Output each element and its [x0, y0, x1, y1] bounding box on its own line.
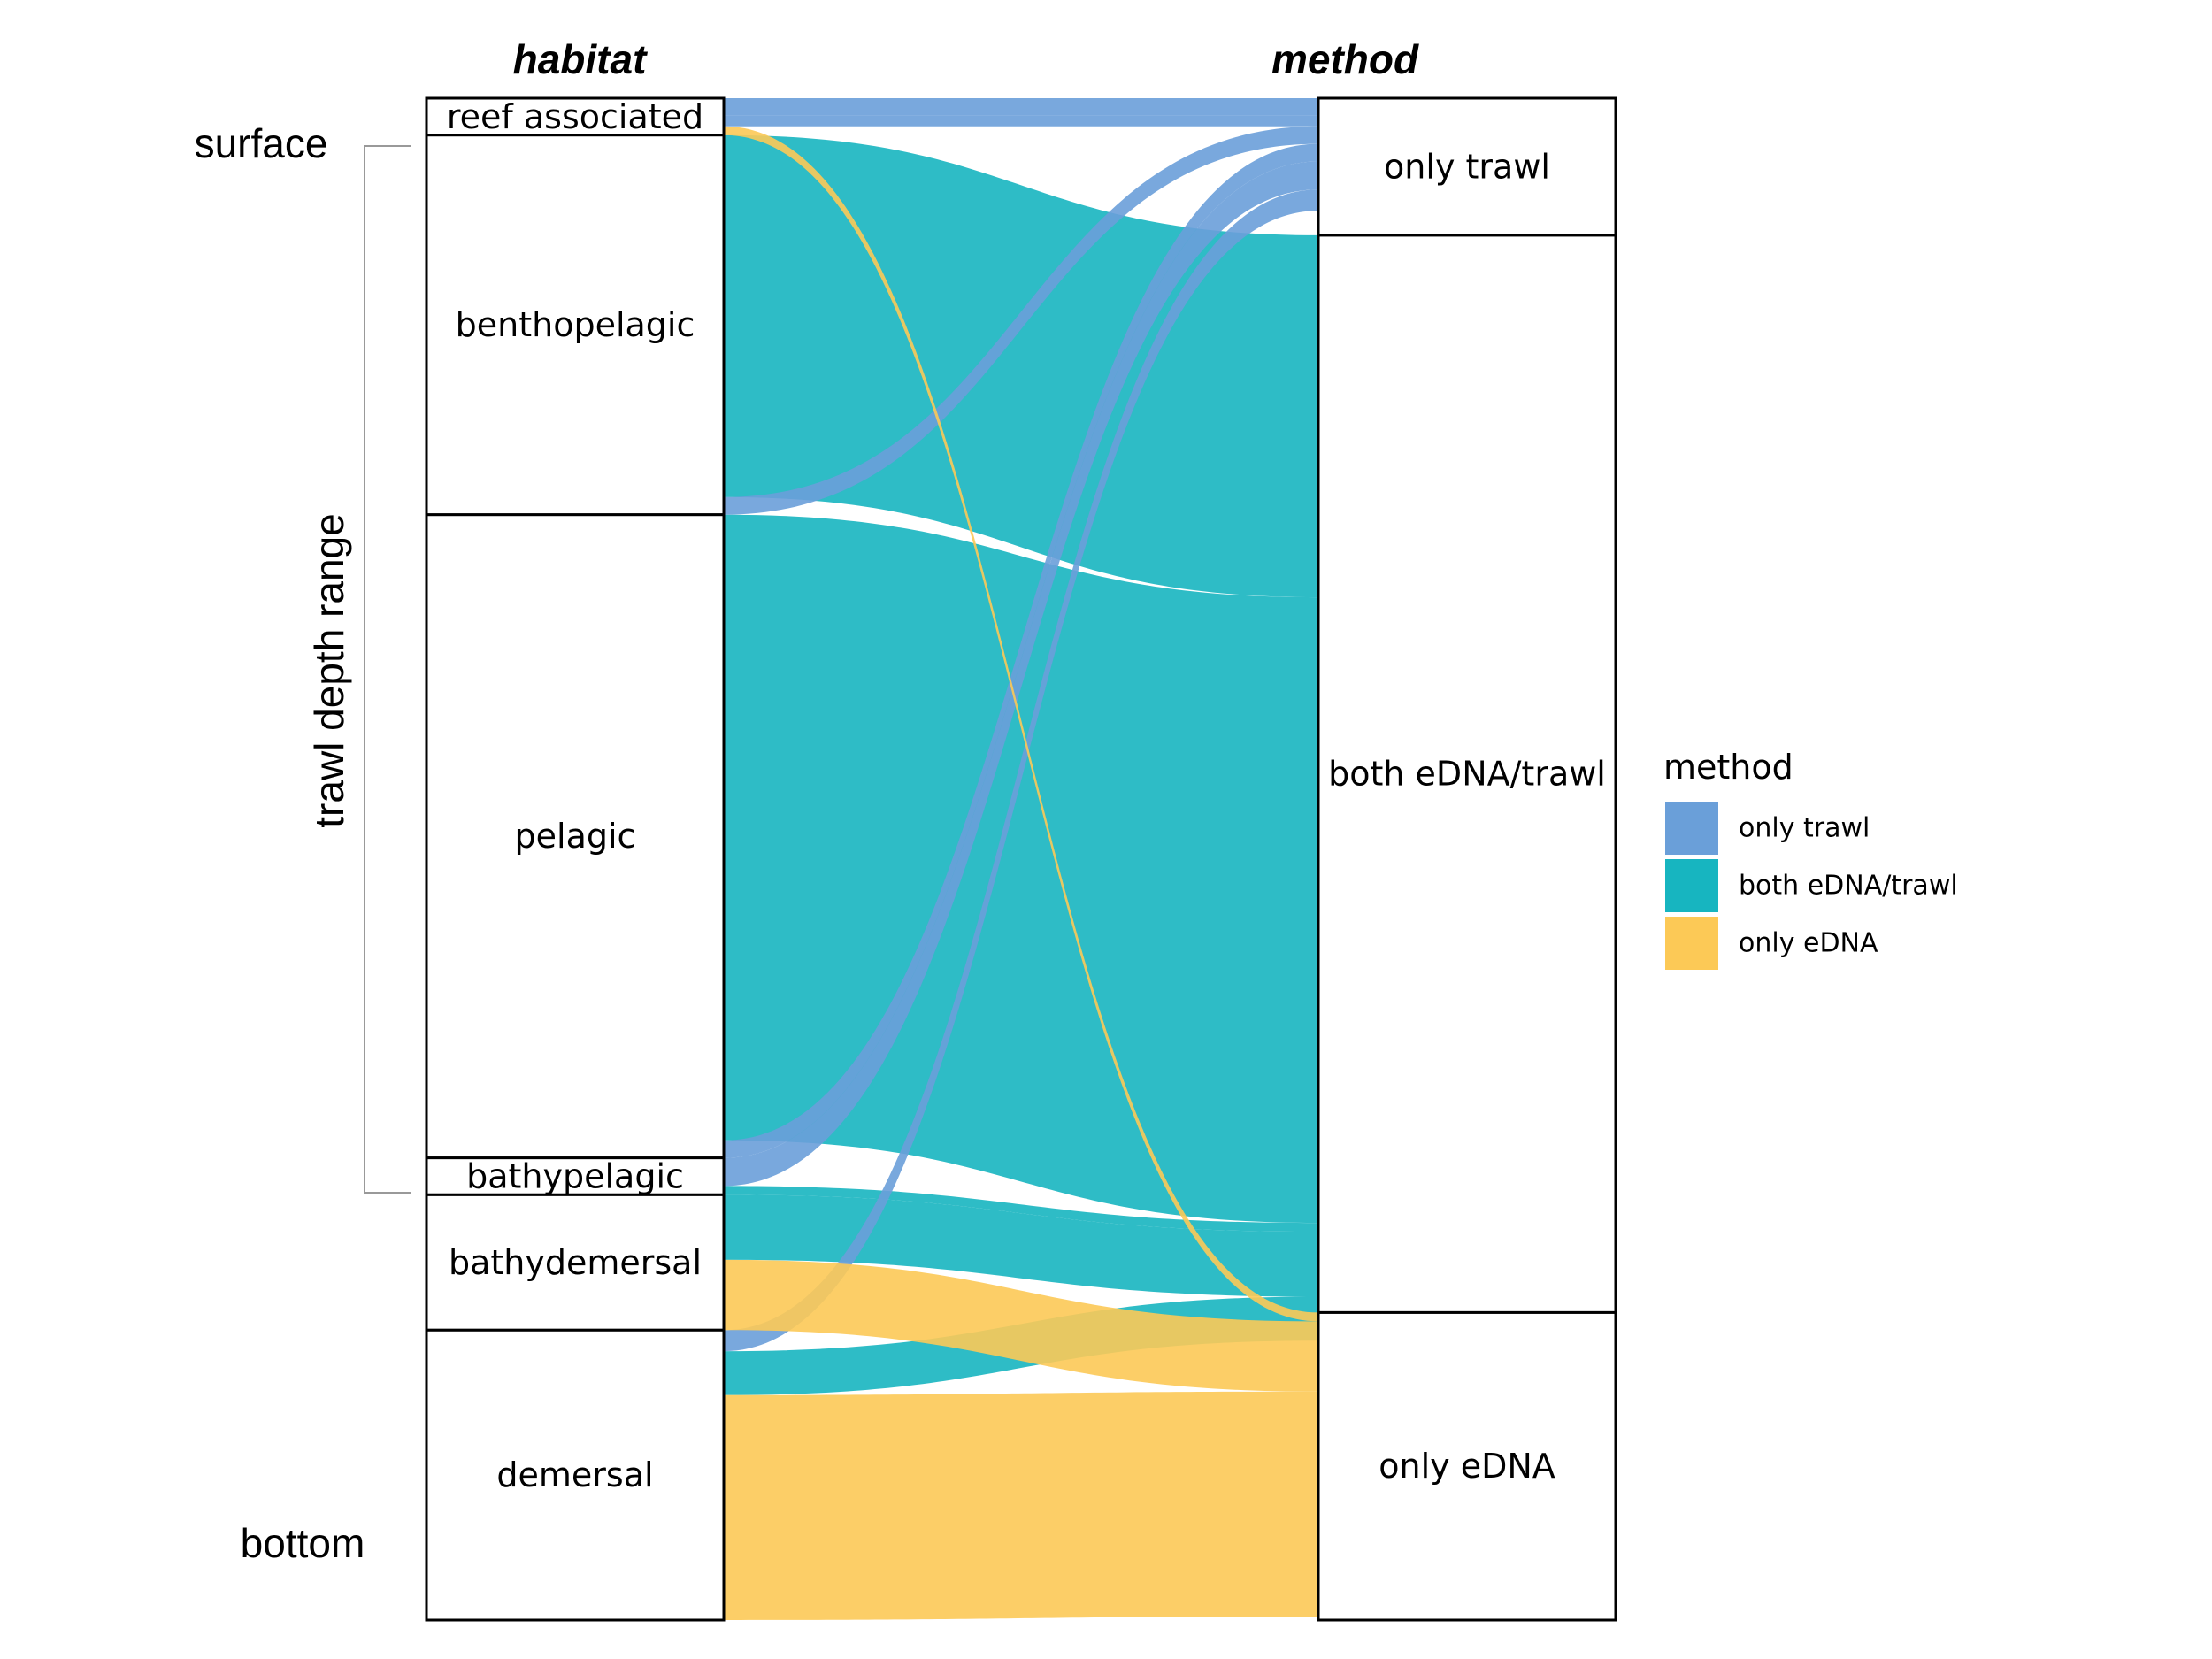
flow-layer — [724, 98, 1318, 1620]
legend-swatch-only-trawl — [1665, 802, 1718, 855]
legend-label-only-trawl: only trawl — [1739, 813, 1870, 844]
stratum-label-bathydemersal: bathydemersal — [449, 1243, 702, 1282]
flow-bathydemersal-to-only-edna — [724, 1259, 1318, 1392]
legend-label-both-edna-trawl: both eDNA/trawl — [1739, 871, 1958, 902]
flow-reef-associated-to-only-trawl — [724, 115, 1318, 127]
method-axis-title: method — [1271, 36, 1419, 82]
flow-reef-associated-to-only-edna — [724, 126, 1318, 1322]
stratum-habitat-bathydemersal — [425, 1193, 726, 1332]
trawl-depth-range-label: trawl depth range — [306, 513, 352, 827]
stratum-label-only-edna: only eDNA — [1379, 1447, 1555, 1486]
stratum-method-only-edna — [1317, 1310, 1617, 1622]
flow-demersal-to-only-edna — [724, 1391, 1318, 1620]
stratum-label-only-trawl: only trawl — [1384, 147, 1550, 186]
stratum-habitat-pelagic — [425, 513, 726, 1160]
surface-label: surface — [195, 120, 328, 166]
legend-title: method — [1663, 748, 1793, 787]
flow-demersal-to-only-trawl — [724, 189, 1318, 1352]
stratum-label-demersal: demersal — [496, 1455, 653, 1494]
stratum-label-bathypelagic: bathypelagic — [466, 1156, 684, 1195]
legend-label-only-edna: only eDNA — [1739, 928, 1878, 959]
legend: method only trawl both eDNA/trawl only eDN… — [1663, 748, 1958, 970]
bottom-label: bottom — [241, 1520, 365, 1566]
flow-bathypelagic-to-both-edna-trawl — [724, 1186, 1318, 1233]
stratum-method-both-edna-trawl — [1317, 234, 1617, 1314]
stratum-label-pelagic: pelagic — [515, 817, 636, 856]
strata-layer: reef associated benthopelagic pelagic bathy… — [425, 96, 1617, 1622]
stratum-habitat-benthopelagic — [425, 134, 726, 517]
habitat-axis-title: habitat — [513, 36, 648, 82]
stratum-label-benthopelagic: benthopelagic — [456, 305, 695, 344]
legend-swatch-only-edna — [1665, 917, 1718, 970]
legend-swatch-both-edna-trawl — [1665, 859, 1718, 912]
flow-reef-associated-to-only-trawl — [724, 98, 1318, 116]
flow-benthopelagic-to-only-trawl — [724, 126, 1318, 515]
stratum-habitat-bathypelagic — [425, 1156, 726, 1196]
stratum-label-both-edna-trawl: both eDNA/trawl — [1328, 755, 1606, 794]
stratum-habitat-reef-associated — [425, 96, 726, 137]
flow-pelagic-to-only-trawl — [724, 143, 1318, 1158]
stratum-habitat-demersal — [425, 1328, 726, 1622]
flow-bathypelagic-to-only-trawl — [724, 161, 1318, 1187]
stratum-label-reef-associated: reef associated — [447, 97, 703, 136]
stratum-method-only-trawl — [1317, 96, 1617, 237]
trawl-depth-bracket — [364, 145, 411, 1194]
